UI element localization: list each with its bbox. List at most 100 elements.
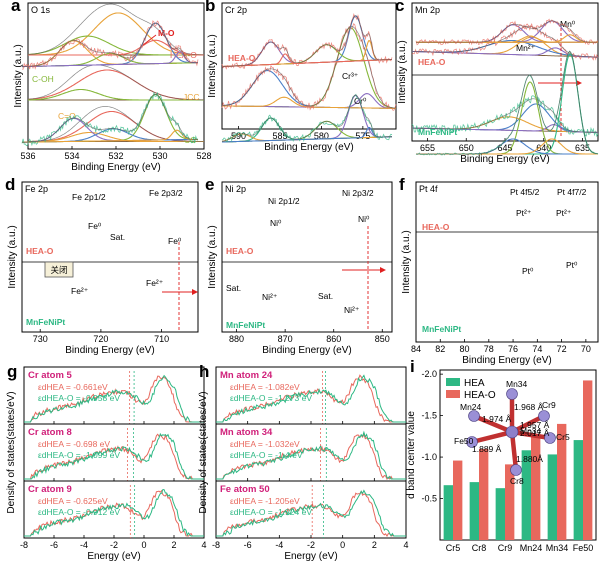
x-tick-label-f: 78 bbox=[484, 344, 494, 354]
plot-frame-d bbox=[21, 181, 199, 333]
x-tick-label-f: 74 bbox=[532, 344, 542, 354]
x-tick-label-f: 72 bbox=[557, 344, 567, 354]
panel-title-c: Mn 2p bbox=[415, 5, 440, 15]
x-tick-label-h: -8 bbox=[212, 540, 220, 550]
label-m-o: M-O bbox=[158, 28, 175, 38]
y-axis-label-a: Intensity (a.u.) bbox=[13, 44, 24, 107]
close-button[interactable]: 关闭 bbox=[44, 261, 74, 278]
label-sat-left: Sat. bbox=[226, 283, 241, 293]
inset-bond-label-4: 1.889 Å bbox=[472, 444, 502, 454]
label-fe2-bottom-left: Fe²⁺ bbox=[71, 286, 89, 296]
panel-letter-b: b bbox=[205, 0, 215, 15]
x-tick-label-c: 640 bbox=[536, 143, 551, 153]
label-c-eq-o: C=O bbox=[58, 111, 76, 121]
x-tick-label-a: 528 bbox=[196, 151, 211, 161]
e-heao-component-4 bbox=[222, 53, 392, 68]
panel-title-f: Pt 4f bbox=[419, 184, 438, 194]
panel-letter-i: i bbox=[410, 357, 415, 376]
label-mn0: Mn⁰ bbox=[560, 19, 576, 29]
x-tick-label-e: 870 bbox=[278, 334, 293, 344]
x-tick-label-i: Mn24 bbox=[520, 543, 543, 553]
bar-hea-o-mn34 bbox=[557, 423, 567, 540]
label-pt0-right: Pt⁰ bbox=[566, 260, 578, 270]
sample-mnfenipt-f: MnFeNiPt bbox=[422, 324, 461, 334]
y-axis-label-i: d band center value bbox=[406, 411, 417, 499]
c-heao-raw bbox=[411, 23, 599, 61]
label-ni0-right: Ni⁰ bbox=[358, 214, 370, 224]
inset-bond-label-1: 1.974 Å bbox=[482, 414, 512, 424]
close-button-bg[interactable] bbox=[44, 261, 74, 278]
x-tick-label-b: 585 bbox=[272, 131, 287, 141]
bar-hea-cr5 bbox=[443, 485, 453, 540]
label-ni2-left: Ni²⁺ bbox=[262, 292, 278, 302]
x-tick-label-f: 80 bbox=[460, 344, 470, 354]
x-tick-label-h: 4 bbox=[403, 540, 408, 550]
x-tick-label-h: -6 bbox=[244, 540, 252, 550]
eps-hea-g: εdHEA = -0.698 eV bbox=[38, 439, 110, 449]
label-fe2p32: Fe 2p3/2 bbox=[149, 188, 183, 198]
f-heao-envelope bbox=[416, 20, 598, 43]
inset-atom-label-0: Mn34 bbox=[506, 379, 528, 389]
bond-3 bbox=[511, 429, 551, 441]
sample-jcc: JCC bbox=[183, 92, 200, 102]
x-tick-label-e: 880 bbox=[229, 334, 244, 344]
bar-hea-o-cr5 bbox=[453, 460, 463, 540]
x-tick-label-h: 0 bbox=[340, 540, 345, 550]
x-tick-label-e: 850 bbox=[375, 334, 390, 344]
x-tick-label-i: Fe50 bbox=[573, 543, 594, 553]
x-tick-label-f: 84 bbox=[411, 344, 421, 354]
x-tick-label-i: Cr5 bbox=[446, 543, 461, 553]
bond-4 bbox=[471, 429, 513, 445]
e-mnfenipt-envelope bbox=[221, 94, 393, 142]
x-tick-label-d: 720 bbox=[93, 334, 108, 344]
x-axis-label-h: Energy (eV) bbox=[284, 551, 337, 562]
d-mnfenipt-raw bbox=[21, 92, 199, 147]
legend-swatch-0 bbox=[446, 378, 460, 386]
sample-mnfenipt-d: MnFeNiPt bbox=[26, 317, 65, 327]
x-tick-label-g: -6 bbox=[50, 540, 58, 550]
label-pt4f72: Pt 4f7/2 bbox=[557, 187, 587, 197]
x-tick-label-g: 4 bbox=[201, 540, 206, 550]
sample-hea-o-d: HEA-O bbox=[26, 246, 54, 256]
dos-curve-hea-g bbox=[24, 432, 204, 480]
sample-hea-o-f: HEA-O bbox=[422, 222, 450, 232]
close-button-label[interactable]: 关闭 bbox=[50, 265, 67, 275]
inset-atom-label-2: Cr9 bbox=[542, 400, 556, 410]
inset-atom-label-4: Fe50 bbox=[454, 436, 474, 446]
dos-curve-hea-o-g bbox=[24, 433, 204, 480]
y-tick-label-i: -0.5 bbox=[421, 494, 437, 504]
label-pt0-left: Pt⁰ bbox=[522, 266, 534, 276]
eps-hea-h: εdHEA = -1.205eV bbox=[230, 496, 300, 506]
bond-1 bbox=[473, 413, 513, 435]
label-ni2p32: Ni 2p3/2 bbox=[342, 188, 374, 198]
bar-hea-cr8 bbox=[469, 482, 479, 540]
y-tick-label-i: -1.5 bbox=[421, 411, 437, 421]
x-tick-label-b: 580 bbox=[314, 131, 329, 141]
a-jcc-component-0 bbox=[27, 69, 204, 101]
label-pt2-right: Pt²⁺ bbox=[556, 208, 572, 218]
legend-label-0: HEA bbox=[464, 378, 485, 389]
x-tick-label-i: Mn34 bbox=[546, 543, 569, 553]
label-fe0-top-right: Fe⁰ bbox=[168, 236, 182, 246]
eps-hea-h: εdHEA = -1.082eV bbox=[230, 382, 300, 392]
bar-hea-mn24 bbox=[521, 450, 531, 540]
e-arrow-head bbox=[380, 267, 386, 273]
x-tick-label-f: 76 bbox=[508, 344, 518, 354]
inset-atom-label-3: Cr5 bbox=[556, 432, 570, 442]
d-mnfenipt-envelope bbox=[22, 93, 198, 143]
b-heao-component-3 bbox=[222, 96, 396, 109]
panel-title-a: O 1s bbox=[31, 5, 51, 15]
sample-hea-o-c: HEA-O bbox=[418, 57, 446, 67]
label-pt4f52: Pt 4f5/2 bbox=[510, 187, 540, 197]
dos-subplot-title-g: Cr atom 8 bbox=[28, 427, 72, 438]
x-tick-label-f: 82 bbox=[435, 344, 445, 354]
bar-hea-mn34 bbox=[547, 454, 557, 540]
y-axis-label-h: Density of states(states/eV) bbox=[198, 391, 209, 513]
bar-hea-o-cr8 bbox=[479, 448, 489, 540]
c-heao-envelope bbox=[411, 25, 599, 58]
c-mnfenipt-envelope bbox=[412, 98, 598, 133]
dos-subplot-title-g: Cr atom 5 bbox=[28, 370, 73, 381]
d-heao-envelope bbox=[21, 22, 198, 67]
